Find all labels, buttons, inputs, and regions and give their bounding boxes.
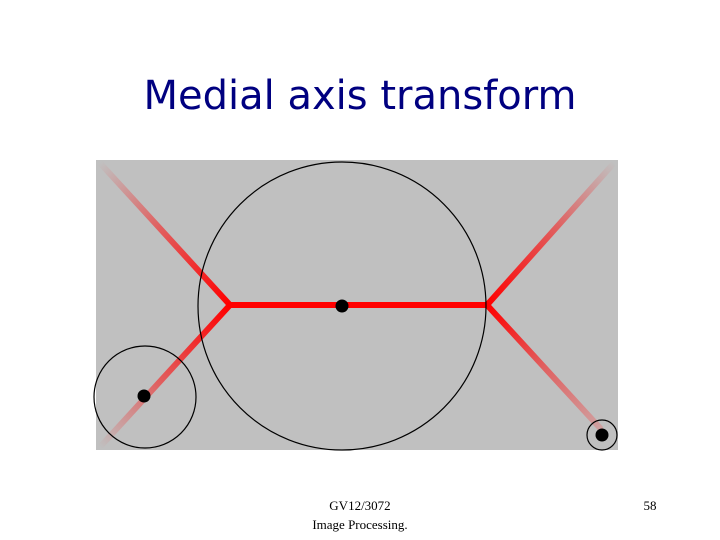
inscribed-circle-tiny [586, 419, 618, 451]
center-point-small [137, 389, 151, 403]
medial-axis-branch-bottom-left [97, 302, 233, 450]
footer-course-code: GV12/3072 [329, 498, 391, 513]
page-number: 58 [643, 498, 657, 513]
inscribed-circle-large [197, 161, 487, 451]
medial-axis-branch-top-right [484, 160, 617, 308]
medial-axis-branch-bottom-right [484, 302, 603, 431]
center-point-large [335, 299, 349, 313]
slide-footer: GV12/3072 Image Processing. [260, 496, 460, 534]
footer-course-name: Image Processing. [312, 517, 408, 532]
slide-title: Medial axis transform [143, 73, 577, 119]
center-point-tiny [595, 428, 609, 442]
medial-axis-branch-top-left [97, 160, 233, 308]
inscribed-circle-small [93, 345, 197, 449]
